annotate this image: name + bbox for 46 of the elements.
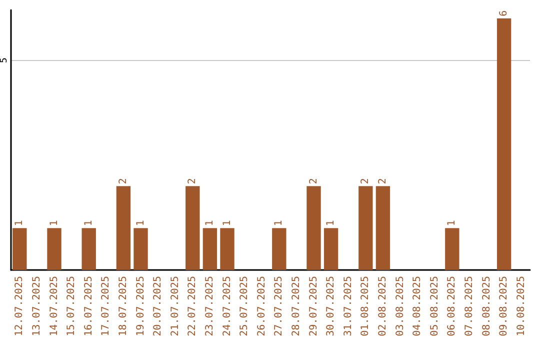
y-tick-label: 5 (0, 58, 10, 64)
x-tick-label: 24.07.2025 (222, 276, 233, 336)
data-label: 2 (308, 178, 320, 184)
x-tick-label: 12.07.2025 (14, 276, 26, 336)
x-tick-label: 09.08.2025 (498, 276, 510, 336)
x-tick-label: 26.07.2025 (256, 276, 268, 336)
data-label: 2 (360, 178, 372, 184)
x-tick-label: 13.07.2025 (31, 276, 42, 336)
data-label: 6 (498, 10, 510, 16)
data-label: 2 (377, 178, 388, 184)
x-tick-label: 16.07.2025 (83, 276, 94, 336)
data-label: 1 (274, 220, 285, 226)
x-tick-label: 25.07.2025 (239, 276, 250, 336)
data-label: 1 (222, 220, 233, 226)
data-label: 2 (118, 178, 129, 184)
x-tick-label: 20.07.2025 (152, 276, 164, 336)
x-tick-label: 21.07.2025 (170, 276, 181, 336)
data-label: 2 (187, 178, 198, 184)
x-tick-label: 14.07.2025 (48, 276, 60, 336)
data-label: 1 (48, 220, 60, 226)
x-tick-label: 08.08.2025 (481, 276, 492, 336)
data-label: 1 (83, 220, 94, 226)
x-tick-label: 04.08.2025 (412, 276, 424, 336)
x-tick-label: 23.07.2025 (204, 276, 216, 336)
x-tick-label: 30.07.2025 (326, 276, 337, 336)
x-tick-label: 19.07.2025 (135, 276, 146, 336)
data-label: 1 (14, 220, 26, 226)
data-label: 1 (204, 220, 216, 226)
x-tick-label: 31.07.2025 (342, 276, 354, 336)
x-tick-label: 06.08.2025 (446, 276, 458, 336)
x-tick-label: 18.07.2025 (118, 276, 129, 336)
x-tick-label: 10.08.2025 (516, 276, 527, 336)
data-label: 1 (326, 220, 337, 226)
x-tick-label: 05.08.2025 (429, 276, 440, 336)
x-tick-label: 01.08.2025 (360, 276, 372, 336)
x-tick-label: 29.07.2025 (308, 276, 320, 336)
x-tick-label: 17.07.2025 (100, 276, 112, 336)
x-tick-label: 22.07.2025 (187, 276, 198, 336)
x-tick-label: 03.08.2025 (394, 276, 406, 336)
x-tick-label: 15.07.2025 (66, 276, 78, 336)
data-label: 1 (135, 220, 146, 226)
data-label: 1 (446, 220, 458, 226)
x-tick-label: 07.08.2025 (464, 276, 475, 336)
x-tick-label: 27.07.2025 (274, 276, 285, 336)
x-tick-label: 28.07.2025 (290, 276, 302, 336)
x-tick-label: 02.08.2025 (377, 276, 388, 336)
